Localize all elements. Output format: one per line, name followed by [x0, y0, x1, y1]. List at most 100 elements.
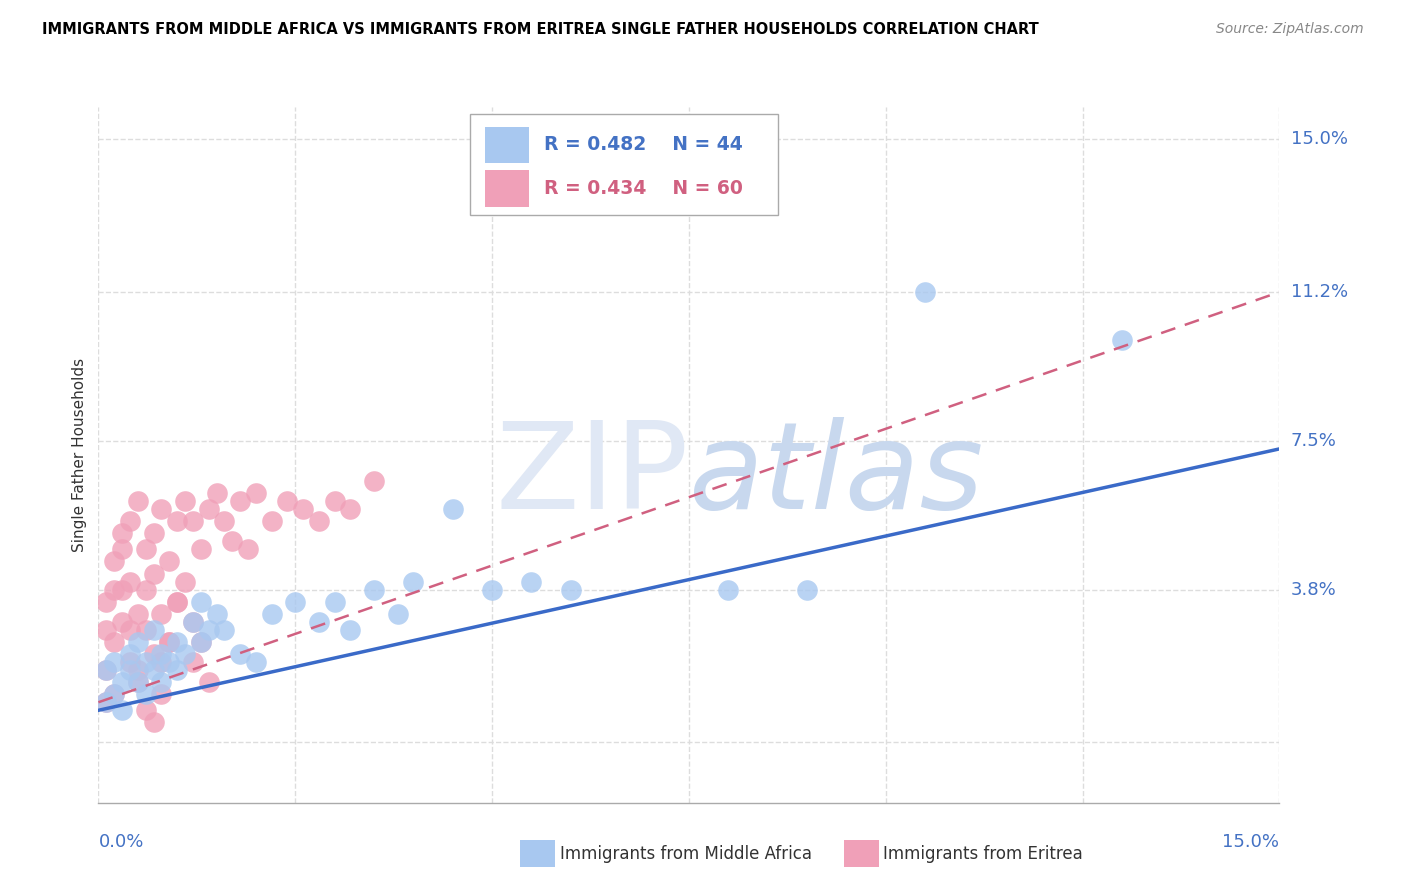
Point	[135, 687, 157, 701]
Text: 3.8%: 3.8%	[1291, 581, 1336, 599]
Point	[205, 607, 228, 621]
Point	[96, 695, 118, 709]
Point	[520, 574, 543, 589]
Point	[229, 494, 252, 508]
Point	[190, 595, 212, 609]
Point	[127, 663, 149, 677]
Point	[166, 514, 188, 528]
Point	[150, 607, 173, 621]
Point	[245, 486, 267, 500]
Point	[174, 574, 197, 589]
Point	[363, 582, 385, 597]
Text: R = 0.482    N = 44: R = 0.482 N = 44	[544, 135, 742, 154]
Point	[135, 703, 157, 717]
Text: ZIP: ZIP	[495, 417, 689, 534]
Point	[339, 502, 361, 516]
Point	[260, 514, 283, 528]
Point	[118, 655, 141, 669]
Y-axis label: Single Father Households: Single Father Households	[72, 358, 87, 552]
FancyBboxPatch shape	[485, 170, 530, 207]
Point	[96, 595, 118, 609]
Point	[402, 574, 425, 589]
Text: Source: ZipAtlas.com: Source: ZipAtlas.com	[1216, 22, 1364, 37]
Point	[142, 623, 165, 637]
Point	[166, 663, 188, 677]
Point	[150, 687, 173, 701]
Point	[127, 675, 149, 690]
Point	[214, 623, 236, 637]
Point	[387, 607, 409, 621]
Text: 15.0%: 15.0%	[1222, 833, 1279, 851]
Point	[181, 655, 204, 669]
Point	[166, 595, 188, 609]
Point	[717, 582, 740, 597]
Point	[118, 647, 141, 661]
Point	[214, 514, 236, 528]
Point	[142, 647, 165, 661]
Point	[166, 595, 188, 609]
Point	[174, 647, 197, 661]
Point	[111, 675, 134, 690]
Text: 11.2%: 11.2%	[1291, 283, 1348, 301]
Text: R = 0.434    N = 60: R = 0.434 N = 60	[544, 179, 742, 198]
Point	[96, 663, 118, 677]
Point	[142, 715, 165, 730]
Point	[127, 607, 149, 621]
Point	[127, 494, 149, 508]
Point	[245, 655, 267, 669]
Point	[157, 554, 180, 568]
Point	[181, 615, 204, 629]
Point	[190, 635, 212, 649]
Text: Immigrants from Middle Africa: Immigrants from Middle Africa	[560, 845, 811, 863]
Point	[118, 663, 141, 677]
Point	[96, 623, 118, 637]
Point	[127, 635, 149, 649]
Text: 15.0%: 15.0%	[1291, 130, 1347, 148]
Point	[205, 486, 228, 500]
Point	[111, 526, 134, 541]
Text: Immigrants from Eritrea: Immigrants from Eritrea	[883, 845, 1083, 863]
Point	[111, 542, 134, 557]
Point	[103, 687, 125, 701]
Point	[284, 595, 307, 609]
Text: atlas: atlas	[689, 417, 984, 534]
Point	[260, 607, 283, 621]
Point	[181, 615, 204, 629]
Point	[190, 635, 212, 649]
Point	[157, 635, 180, 649]
Point	[118, 514, 141, 528]
FancyBboxPatch shape	[471, 114, 778, 215]
Point	[103, 687, 125, 701]
Point	[166, 635, 188, 649]
Point	[103, 635, 125, 649]
Point	[150, 502, 173, 516]
Point	[142, 526, 165, 541]
Point	[103, 655, 125, 669]
Point	[118, 623, 141, 637]
Point	[150, 655, 173, 669]
Point	[481, 582, 503, 597]
Text: 0.0%: 0.0%	[98, 833, 143, 851]
Point	[174, 494, 197, 508]
Text: IMMIGRANTS FROM MIDDLE AFRICA VS IMMIGRANTS FROM ERITREA SINGLE FATHER HOUSEHOLD: IMMIGRANTS FROM MIDDLE AFRICA VS IMMIGRA…	[42, 22, 1039, 37]
Point	[292, 502, 315, 516]
Point	[135, 542, 157, 557]
Point	[135, 582, 157, 597]
Point	[197, 675, 219, 690]
Point	[914, 285, 936, 299]
Point	[111, 703, 134, 717]
Point	[150, 675, 173, 690]
Point	[157, 655, 180, 669]
Point	[796, 582, 818, 597]
Point	[276, 494, 298, 508]
Point	[135, 623, 157, 637]
Point	[103, 582, 125, 597]
Point	[111, 582, 134, 597]
Point	[197, 502, 219, 516]
Point	[308, 615, 330, 629]
Text: 7.5%: 7.5%	[1291, 432, 1337, 450]
Point	[118, 574, 141, 589]
Point	[197, 623, 219, 637]
FancyBboxPatch shape	[485, 127, 530, 162]
Point	[221, 534, 243, 549]
